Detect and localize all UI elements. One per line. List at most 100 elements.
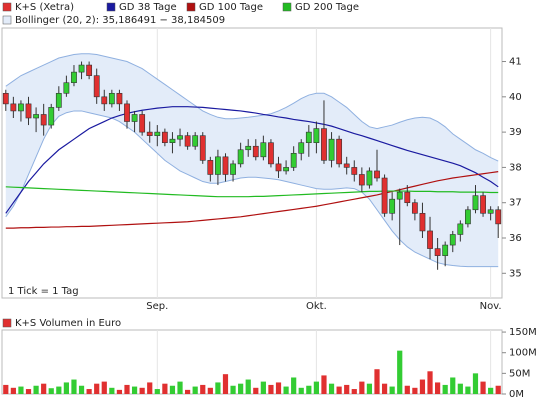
volume-bar bbox=[18, 386, 24, 394]
y-tick-label: 50M bbox=[509, 368, 530, 379]
candle-body bbox=[298, 142, 305, 154]
candle-body bbox=[321, 128, 327, 161]
volume-bar bbox=[480, 381, 486, 394]
volume-bar bbox=[25, 389, 32, 394]
candle-body bbox=[275, 163, 282, 172]
legend-label: Bollinger (20, 2): 35,186491 − 38,184509 bbox=[15, 15, 225, 26]
volume-bar bbox=[306, 385, 312, 394]
candle-body bbox=[48, 107, 55, 126]
y-tick-label: 35 bbox=[509, 268, 522, 279]
volume-bar bbox=[109, 387, 115, 394]
volume-bar bbox=[336, 386, 342, 394]
candle-body bbox=[328, 138, 335, 161]
candle-body bbox=[358, 174, 365, 186]
candle-body bbox=[336, 138, 343, 165]
volume-bar bbox=[71, 379, 77, 394]
candle-body bbox=[389, 198, 396, 214]
volume-bar bbox=[313, 381, 319, 394]
legend-label: GD 38 Tage bbox=[119, 2, 177, 13]
candle-body bbox=[457, 223, 464, 235]
moving-average-line bbox=[5, 171, 499, 229]
y-tick-label: 36 bbox=[509, 233, 522, 244]
volume-bar bbox=[86, 389, 92, 394]
volume-bar bbox=[169, 385, 176, 394]
volume-bar bbox=[397, 350, 403, 394]
candle-body bbox=[124, 103, 130, 122]
candle-body bbox=[419, 212, 426, 232]
volume-bar bbox=[275, 382, 282, 394]
volume-bar bbox=[78, 385, 85, 394]
candle-body bbox=[245, 145, 252, 151]
volume-bar bbox=[442, 384, 448, 394]
volume-bar bbox=[298, 387, 304, 394]
y-tick-label: 39 bbox=[509, 127, 522, 138]
x-tick-label: Nov. bbox=[480, 301, 502, 312]
candle-body bbox=[480, 195, 486, 214]
candle-body bbox=[237, 149, 244, 165]
candle-body bbox=[86, 64, 93, 76]
volume-bar bbox=[412, 387, 418, 394]
legend-label: K+S (Xetra) bbox=[15, 2, 74, 13]
candle-body bbox=[396, 191, 403, 200]
candle-body bbox=[55, 92, 62, 108]
candle-body bbox=[343, 163, 350, 168]
volume-bar bbox=[260, 381, 266, 394]
y-tick-label: 100M bbox=[509, 348, 537, 359]
candle-body bbox=[495, 209, 502, 225]
legend-label: GD 200 Tage bbox=[295, 2, 359, 13]
x-tick-label: Sep. bbox=[146, 301, 168, 312]
candle-body bbox=[449, 234, 456, 246]
candle-body bbox=[283, 167, 289, 172]
volume-bar bbox=[374, 369, 380, 394]
bollinger-upper bbox=[5, 53, 499, 162]
volume-bar bbox=[238, 383, 244, 394]
candle-body bbox=[2, 92, 9, 105]
volume-bar bbox=[359, 381, 365, 394]
legend-swatch bbox=[2, 318, 12, 328]
y-tick-label: 150M bbox=[509, 327, 537, 338]
volume-bar bbox=[215, 382, 221, 394]
candle-body bbox=[351, 167, 358, 175]
volume-bar bbox=[101, 381, 107, 394]
volume-bar bbox=[321, 375, 327, 394]
volume-bar bbox=[139, 387, 145, 394]
volume-bar bbox=[404, 385, 410, 394]
x-tick-label: Okt. bbox=[306, 301, 327, 312]
volume-bar bbox=[283, 386, 289, 394]
volume-bar bbox=[435, 382, 441, 394]
candle-body bbox=[230, 163, 236, 175]
legend-swatch bbox=[2, 2, 12, 12]
volume-bar bbox=[419, 379, 426, 394]
candle-body bbox=[146, 131, 153, 136]
candle-body bbox=[139, 114, 146, 133]
volume-bar bbox=[366, 383, 373, 394]
bollinger-lower bbox=[5, 110, 499, 268]
candle-body bbox=[10, 103, 17, 112]
candle-body bbox=[199, 135, 206, 161]
volume-bar bbox=[124, 384, 130, 394]
candle-body bbox=[427, 230, 433, 249]
candle-body bbox=[63, 82, 70, 94]
candle-body bbox=[442, 244, 449, 256]
candle-body bbox=[18, 103, 24, 112]
candle-body bbox=[33, 114, 39, 119]
volume-bar bbox=[344, 384, 350, 394]
volume-bar bbox=[222, 374, 229, 394]
candle-body bbox=[161, 131, 168, 144]
candle-body bbox=[169, 138, 176, 144]
volume-bar bbox=[177, 381, 183, 394]
candle-body bbox=[154, 131, 161, 136]
legend-swatch bbox=[106, 2, 116, 12]
legend-label: GD 100 Tage bbox=[199, 2, 263, 13]
moving-average-line bbox=[5, 186, 499, 198]
volume-bar bbox=[488, 387, 494, 394]
candle-body bbox=[184, 135, 191, 147]
candle-body bbox=[192, 135, 199, 147]
candle-body bbox=[465, 209, 471, 225]
volume-bar bbox=[131, 386, 138, 394]
candle-body bbox=[177, 135, 183, 140]
legend-swatch bbox=[186, 2, 196, 12]
volume-bar bbox=[472, 373, 479, 394]
volume-bar bbox=[351, 389, 357, 394]
